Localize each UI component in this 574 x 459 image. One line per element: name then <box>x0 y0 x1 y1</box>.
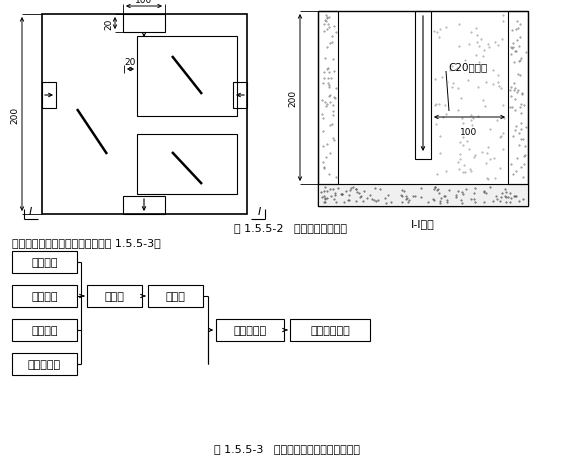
Text: 三级沉淀池: 三级沉淀池 <box>234 325 266 335</box>
Text: 200: 200 <box>288 90 297 107</box>
Bar <box>123 196 165 214</box>
Bar <box>148 285 203 308</box>
Bar <box>123 15 165 33</box>
Text: C20混凝土: C20混凝土 <box>448 62 487 72</box>
Bar <box>318 12 528 207</box>
Bar <box>415 12 431 160</box>
Bar <box>42 15 247 214</box>
Text: 排水沟: 排水沟 <box>104 291 125 302</box>
Text: 20: 20 <box>104 18 113 30</box>
Bar <box>12 252 77 274</box>
Text: 洗车槽污水: 洗车槽污水 <box>28 359 61 369</box>
Bar <box>508 12 528 185</box>
Bar <box>318 185 528 207</box>
Text: 100: 100 <box>135 0 153 5</box>
Bar <box>87 285 142 308</box>
Text: 基坑降水: 基坑降水 <box>31 291 58 302</box>
Bar <box>12 319 77 341</box>
Text: 施工地面排水系统的水流走向见图 1.5.5-3。: 施工地面排水系统的水流走向见图 1.5.5-3。 <box>12 237 161 247</box>
Bar <box>318 12 338 185</box>
Text: 地表雨水: 地表雨水 <box>31 257 58 268</box>
Text: I: I <box>28 207 32 217</box>
Bar <box>42 83 56 109</box>
Bar <box>137 37 237 117</box>
Text: 市政排水管道: 市政排水管道 <box>310 325 350 335</box>
Text: I: I <box>257 207 261 217</box>
Bar <box>12 353 77 375</box>
Bar <box>290 319 370 341</box>
Text: I-I剖面: I-I剖面 <box>411 218 435 229</box>
Text: 图 1.5.5-2   沉淀池结构示意图: 图 1.5.5-2 沉淀池结构示意图 <box>234 223 347 233</box>
Text: 200: 200 <box>10 106 19 123</box>
Bar <box>137 134 237 195</box>
Text: 100: 100 <box>460 128 478 137</box>
Bar <box>216 319 284 341</box>
Text: 图 1.5.5-3   地面排水系统水流走向示意图: 图 1.5.5-3 地面排水系统水流走向示意图 <box>214 443 360 453</box>
Text: 20: 20 <box>125 58 136 67</box>
Bar <box>12 285 77 308</box>
Bar <box>233 83 247 109</box>
Text: 基坑明水: 基坑明水 <box>31 325 58 335</box>
Text: 沉砂池: 沉砂池 <box>165 291 185 302</box>
